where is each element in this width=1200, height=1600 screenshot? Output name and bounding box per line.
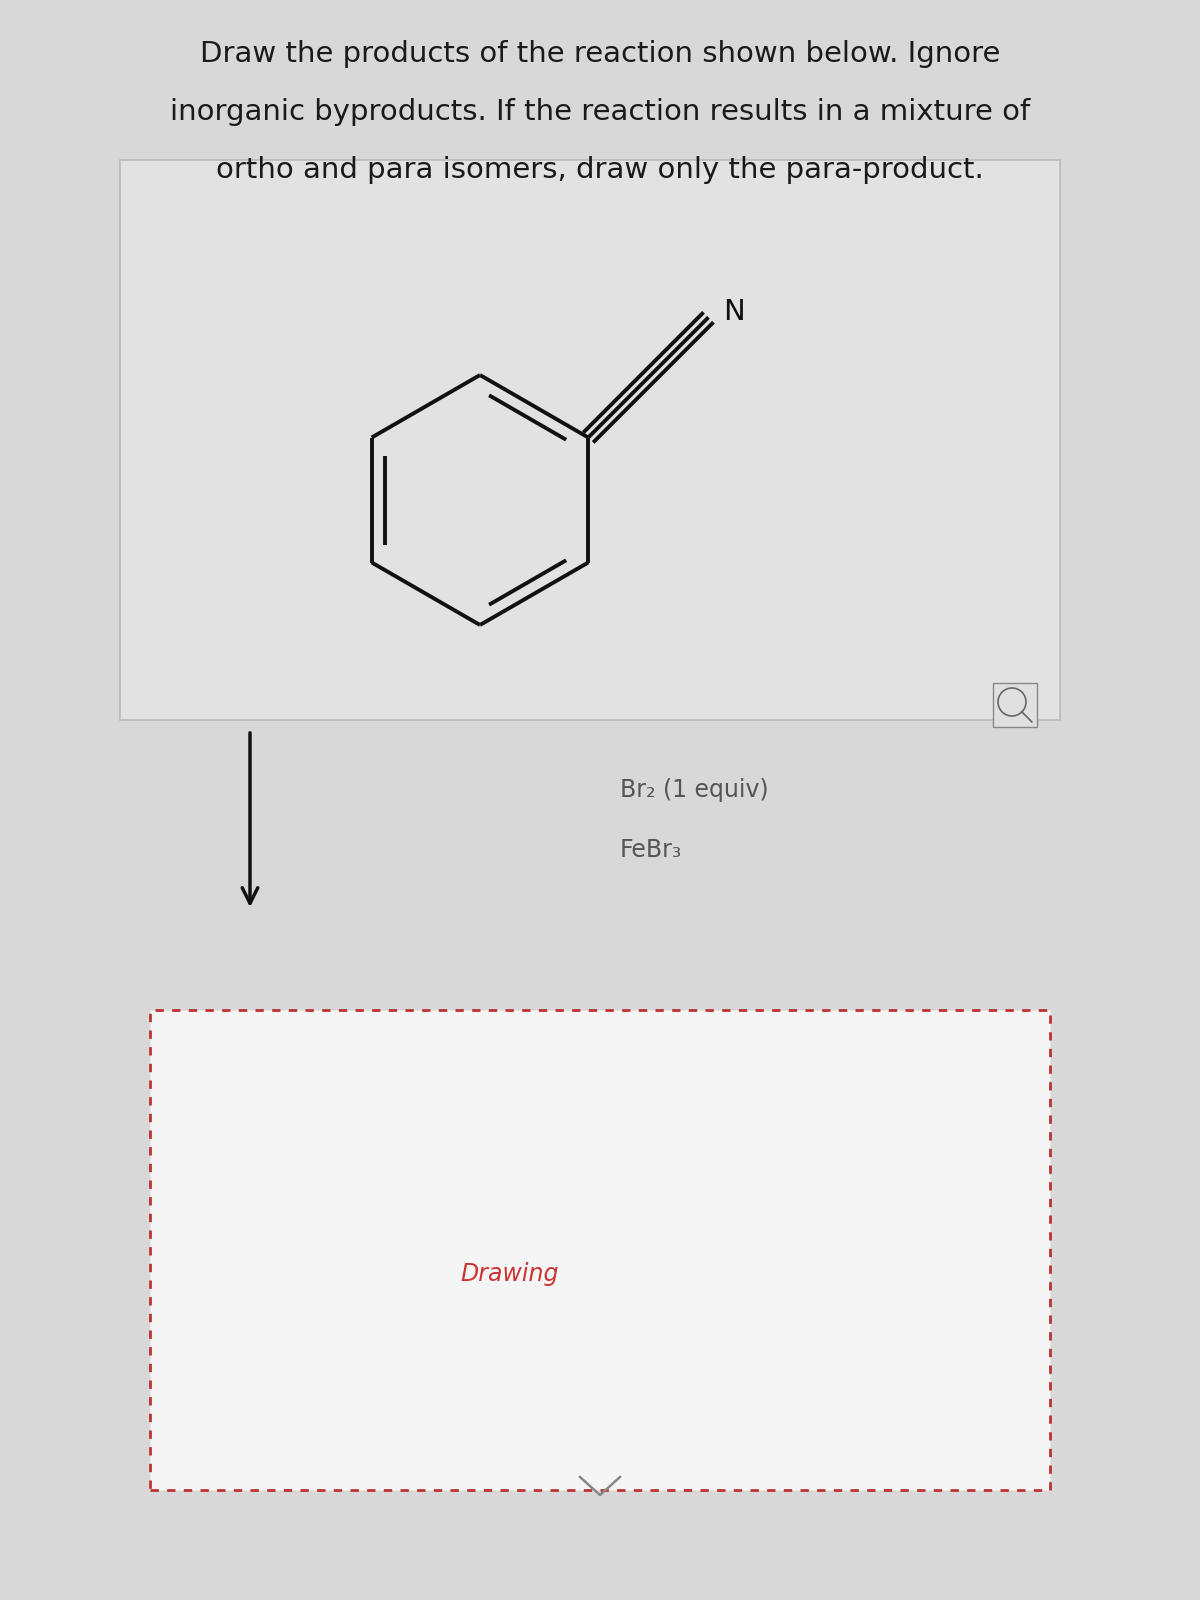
Bar [150,1010,1050,1490]
Text: N: N [724,298,745,326]
Text: Drawing: Drawing [461,1262,559,1286]
Text: ortho and para isomers, draw only the para-product.: ortho and para isomers, draw only the pa… [216,157,984,184]
Text: Draw the products of the reaction shown below. Ignore: Draw the products of the reaction shown … [200,40,1000,67]
Text: Br₂ (1 equiv): Br₂ (1 equiv) [620,778,769,802]
Text: FeBr₃: FeBr₃ [620,838,683,862]
Text: inorganic byproducts. If the reaction results in a mixture of: inorganic byproducts. If the reaction re… [170,98,1030,126]
Bar [120,160,1060,720]
Bar [994,683,1037,726]
